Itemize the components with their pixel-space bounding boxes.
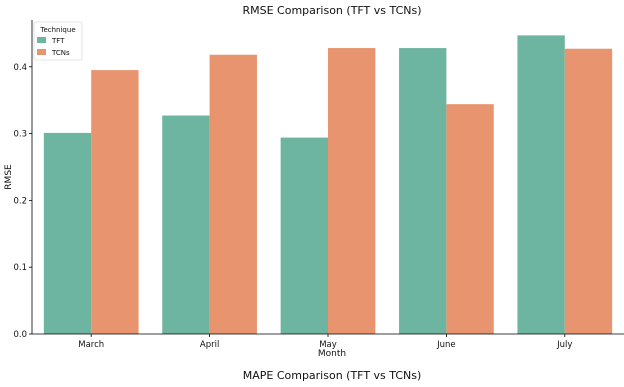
legend: Technique TFT TCNs [33,21,83,61]
x-tick-label: May [319,340,337,350]
bar-tft-april [162,115,210,334]
bar-tcns-may [328,48,376,335]
legend-title: Technique [39,26,75,34]
bar-tft-may [280,137,328,334]
x-axis-label: Month [318,349,346,359]
legend-swatch-tcns [37,49,46,55]
legend-label-tft: TFT [51,37,65,45]
legend-swatch-tft [37,37,46,43]
y-tick-label: 0.2 [13,196,27,206]
bar-tcns-march [91,70,139,335]
y-tick-label: 0.4 [13,63,27,73]
bar-tcns-july [564,48,613,334]
bars-layer [43,35,613,335]
y-tick-label: 0.1 [13,263,27,273]
legend-label-tcns: TCNs [51,49,70,57]
chart-title: RMSE Comparison (TFT vs TCNs) [242,4,421,17]
x-tick-label: March [78,340,104,350]
figure-caption: MAPE Comparison (TFT vs TCNs) [243,369,422,382]
x-tick-label: June [436,340,456,350]
y-axis-label: RMSE [4,164,14,190]
bar-tft-june [399,48,447,335]
y-tick-label: 0.0 [13,330,27,340]
bar-tcns-april [209,54,257,335]
bar-tft-march [43,132,92,334]
x-tick-label: July [556,340,572,350]
ticks-layer: March April May June July 0.0 0.1 0.2 0.3 0.4 [13,63,572,350]
bar-tft-july [517,35,565,335]
y-tick-label: 0.3 [13,130,27,140]
x-tick-label: April [200,340,219,350]
bar-tcns-june [446,104,494,335]
